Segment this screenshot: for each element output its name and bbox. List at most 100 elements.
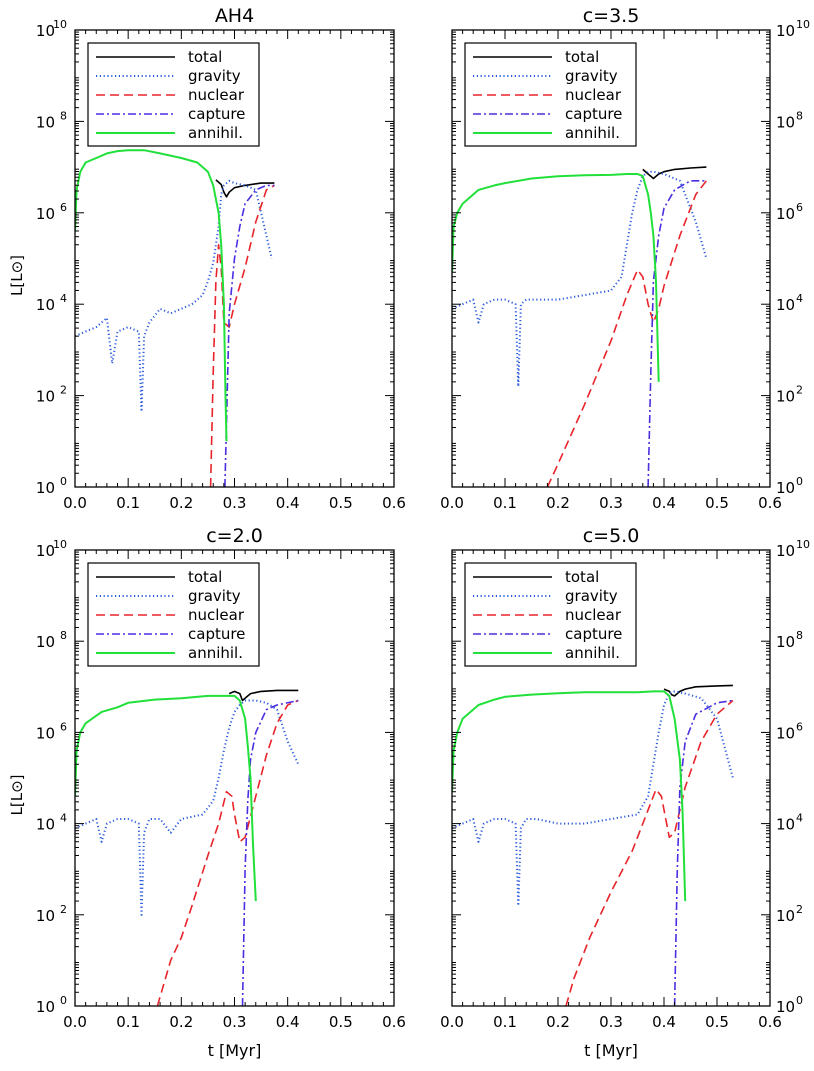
y-tick-label-exponent: 10 (796, 18, 810, 31)
x-tick-label: 0.6 (758, 494, 782, 512)
y-tick-label-exponent: 8 (796, 629, 803, 642)
y-tick-label-exponent: 8 (796, 109, 803, 122)
x-tick-label: 0.2 (169, 1013, 193, 1031)
x-tick-label: 0.5 (329, 494, 353, 512)
x-tick-label: 0.0 (63, 1013, 87, 1031)
y-axis-label: L[L⊙] (8, 255, 26, 296)
series-line-annihil (452, 173, 660, 382)
y-tick-label-exponent: 6 (796, 201, 803, 214)
series-line-total (642, 166, 707, 180)
x-tick-label: 0.4 (652, 1013, 676, 1031)
y-tick-label-exponent: 0 (60, 475, 67, 488)
series-group (452, 684, 734, 1006)
x-tick-label: 0.1 (116, 494, 140, 512)
x-tick-label: 0.2 (169, 494, 193, 512)
x-tick-label: 0.0 (63, 494, 87, 512)
series-line-total (228, 689, 299, 702)
y-tick-label-base: 10 (776, 816, 795, 834)
y-tick-label-exponent: 6 (60, 201, 67, 214)
series-line-annihil (75, 149, 228, 442)
y-tick-label-base: 10 (776, 113, 795, 131)
y-tick-label-base: 10 (36, 633, 55, 651)
x-tick-label: 0.0 (440, 494, 464, 512)
x-tick-label: 0.6 (382, 494, 406, 512)
series-line-capture (224, 184, 275, 487)
series-group (75, 689, 300, 1006)
series-group (452, 166, 708, 487)
y-tick-label-exponent: 8 (60, 109, 67, 122)
panel-title: AH4 (215, 5, 254, 27)
y-tick-label-exponent: 10 (53, 18, 67, 31)
series-line-capture (241, 699, 299, 1006)
y-tick-label-base: 10 (36, 388, 55, 406)
y-tick-label-base: 10 (36, 22, 55, 40)
y-tick-label-exponent: 0 (60, 994, 67, 1007)
x-tick-label: 0.3 (223, 1013, 247, 1031)
x-tick-label: 0.1 (493, 494, 517, 512)
series-line-gravity (452, 690, 734, 907)
y-tick-label-exponent: 4 (796, 812, 803, 825)
x-tick-label: 0.4 (276, 1013, 300, 1031)
x-tick-label: 0.0 (440, 1013, 464, 1031)
series-line-gravity (75, 699, 300, 916)
legend-label: gravity (565, 587, 618, 605)
legend-label: nuclear (188, 606, 245, 624)
panel-title: c=5.0 (583, 525, 640, 547)
series-line-total (215, 179, 275, 198)
series-line-gravity (452, 170, 708, 388)
y-tick-label-base: 10 (36, 205, 55, 223)
legend-label: gravity (565, 67, 618, 85)
x-tick-label: 0.6 (758, 1013, 782, 1031)
y-tick-label-base: 10 (776, 907, 795, 925)
y-tick-label-base: 10 (36, 816, 55, 834)
y-tick-label-base: 10 (36, 113, 55, 131)
y-tick-label-base: 10 (36, 907, 55, 925)
panel-title: c=3.5 (583, 5, 640, 27)
series-line-nuclear (565, 699, 734, 1006)
y-axis-label: L[L⊙] (8, 775, 26, 816)
y-tick-label-base: 10 (776, 998, 795, 1016)
x-tick-label: 0.5 (329, 1013, 353, 1031)
x-tick-label: 0.1 (116, 1013, 140, 1031)
legend-label: nuclear (565, 606, 622, 624)
y-tick-label-base: 10 (776, 388, 795, 406)
y-tick-label-exponent: 2 (60, 903, 67, 916)
x-axis-label: t [Myr] (584, 1041, 638, 1060)
legend-label: nuclear (188, 86, 245, 104)
legend-label: gravity (188, 587, 241, 605)
legend-label: total (565, 568, 599, 586)
y-tick-label-base: 10 (776, 633, 795, 651)
y-tick-label-base: 10 (36, 479, 55, 497)
panel-3: c=2.0 0.0 0.1 0.2 0.3 0.4 0.5 0.6 10 0 10 2 10 4 10 6 10… (8, 525, 406, 1060)
series-line-capture (647, 180, 707, 487)
legend-label: capture (188, 625, 245, 643)
x-tick-label: 0.4 (276, 494, 300, 512)
series-line-gravity (75, 179, 273, 413)
x-tick-label: 0.6 (382, 1013, 406, 1031)
y-tick-label-base: 10 (36, 296, 55, 314)
y-tick-label-exponent: 2 (796, 903, 803, 916)
x-tick-label: 0.3 (599, 494, 623, 512)
legend-label: annihil. (565, 644, 620, 662)
series-line-annihil (452, 690, 687, 902)
y-tick-label-base: 10 (776, 479, 795, 497)
x-tick-label: 0.3 (599, 1013, 623, 1031)
x-tick-label: 0.2 (546, 494, 570, 512)
y-tick-label-exponent: 2 (60, 384, 67, 397)
y-tick-label-exponent: 10 (53, 538, 67, 551)
y-tick-label-base: 10 (776, 724, 795, 742)
x-tick-label: 0.4 (652, 494, 676, 512)
legend-label: capture (188, 105, 245, 123)
y-tick-label-base: 10 (776, 22, 795, 40)
x-tick-label: 0.2 (546, 1013, 570, 1031)
y-tick-label-exponent: 6 (796, 720, 803, 733)
y-tick-label-exponent: 0 (796, 994, 803, 1007)
legend-label: annihil. (188, 644, 243, 662)
